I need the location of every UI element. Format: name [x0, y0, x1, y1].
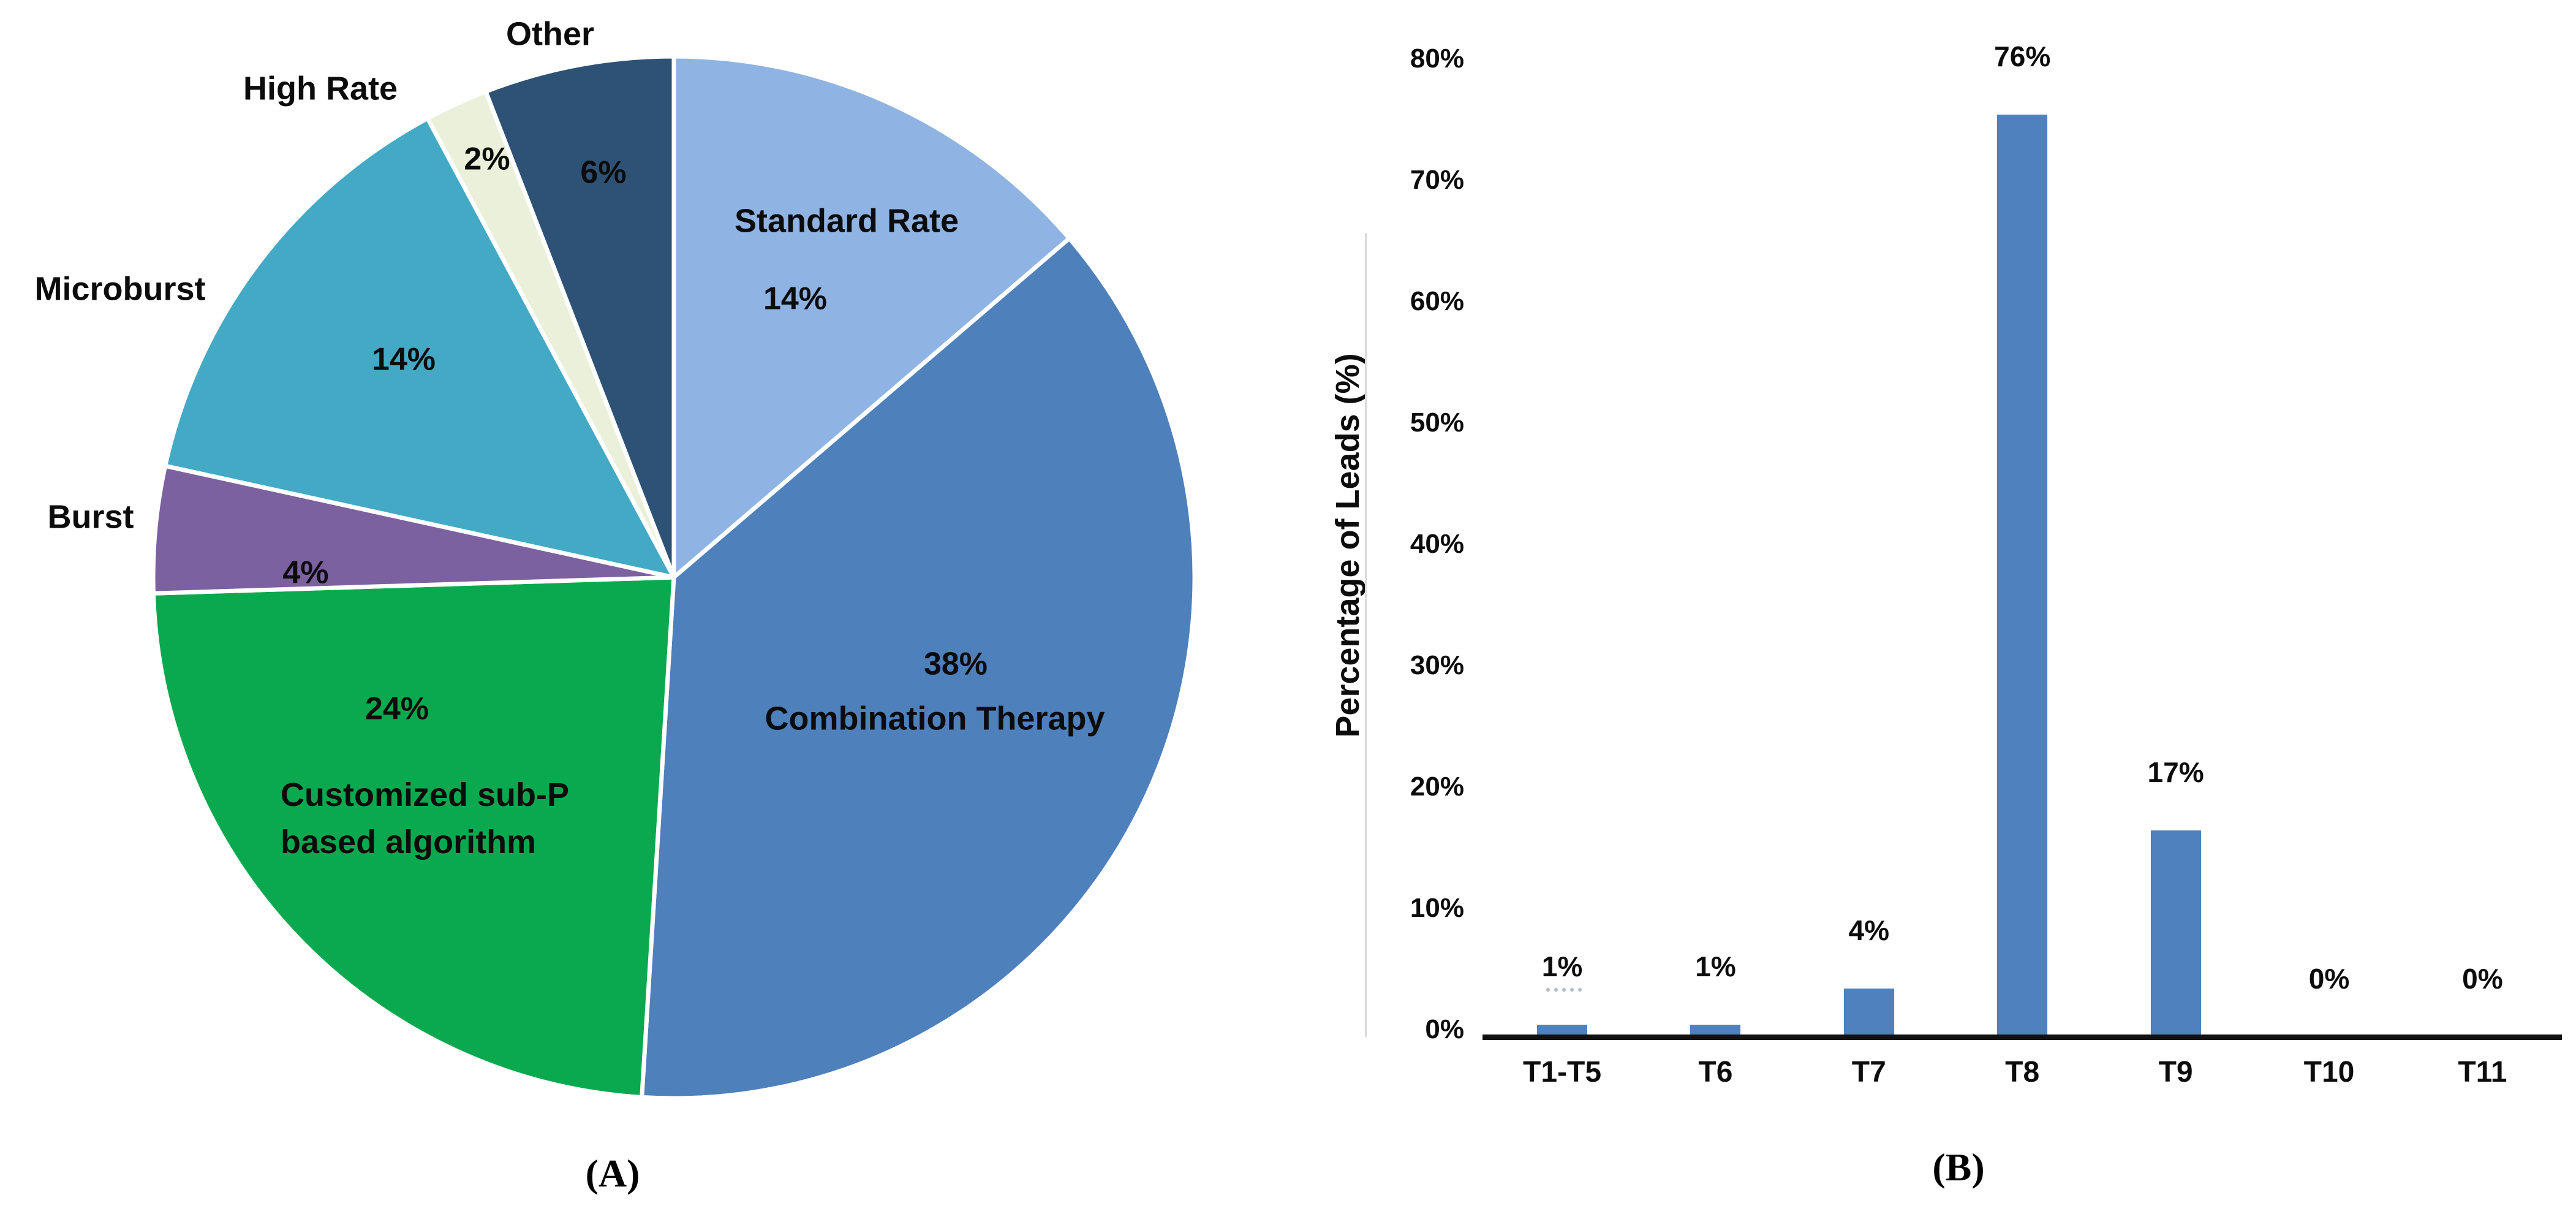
x-label-t6: T6 — [1698, 1056, 1733, 1088]
pie-chart — [151, 54, 1197, 1101]
y-tick-70pct: 70% — [1410, 165, 1464, 195]
pie-value-microburst: 14% — [371, 341, 436, 378]
pie-label-microburst: Microburst — [34, 270, 206, 308]
pie-label-other: Other — [505, 15, 595, 53]
y-tick-40pct: 40% — [1410, 529, 1464, 559]
y-axis-line — [1365, 233, 1367, 1037]
y-tick-0pct: 0% — [1425, 1014, 1464, 1044]
bar-value-t1-t5: 1% — [1541, 951, 1583, 982]
y-tick-60pct: 60% — [1410, 286, 1464, 316]
y-tick-30pct: 30% — [1410, 650, 1464, 680]
pie-slice-combination-therapy — [640, 236, 1197, 1101]
pie-value-combination-therapy: 38% — [923, 646, 988, 682]
pie-value-customized-algorithm: 24% — [364, 691, 429, 727]
x-axis-line — [1483, 1034, 2562, 1040]
pie-label-standard-rate: Standard Rate — [734, 202, 959, 240]
x-label-t11: T11 — [2458, 1056, 2507, 1088]
pie-slice-burst — [151, 463, 676, 596]
pie-slice-other — [483, 54, 676, 580]
x-label-t10: T10 — [2303, 1056, 2355, 1088]
pie-panel: Other High Rate Microburst Burst Standar… — [0, 0, 1286, 1211]
pie-label-customized-line1: Customized sub-P — [281, 776, 570, 813]
x-label-t9: T9 — [2158, 1056, 2193, 1088]
pie-slice-customized-sub-p-based-algorithm — [151, 575, 676, 1099]
bar-value-t8: 76% — [1994, 40, 2051, 72]
x-label-t1-t5: T1-T5 — [1522, 1056, 1602, 1088]
pie-label-high-rate: High Rate — [243, 70, 398, 107]
dashed-marker — [1546, 988, 1582, 992]
pie-label-customized-line2: based algorithm — [281, 824, 537, 861]
pie-slice-standard-rate — [671, 54, 1071, 580]
panel-a-tag: (A) — [585, 1152, 640, 1195]
pie-value-high-rate: 2% — [464, 141, 510, 177]
pie-label-burst: Burst — [47, 498, 134, 536]
pie-label-combination-therapy: Combination Therapy — [765, 700, 1105, 737]
bar-t9 — [2150, 830, 2201, 1037]
bar-t6 — [1690, 1025, 1741, 1037]
y-tick-10pct: 10% — [1410, 893, 1464, 923]
bar-value-t9: 17% — [2147, 756, 2204, 788]
x-label-t7: T7 — [1851, 1056, 1886, 1088]
y-tick-50pct: 50% — [1410, 408, 1464, 438]
bar-value-t6: 1% — [1695, 951, 1736, 982]
panel-b-tag: (B) — [1932, 1145, 1985, 1189]
pie-label-customized-algorithm: Customized sub-P based algorithm — [281, 776, 570, 861]
bar-value-t11: 0% — [2462, 963, 2503, 995]
bar-t8 — [1997, 115, 2048, 1037]
bar-t1-t5 — [1537, 1025, 1587, 1037]
pie-value-other: 6% — [580, 154, 627, 191]
bar-value-t10: 0% — [2308, 963, 2350, 995]
bar-value-t7: 4% — [1848, 914, 1890, 946]
pie-value-burst: 4% — [282, 555, 329, 591]
bar-panel — [1286, 0, 2576, 1211]
bar-t7 — [1843, 989, 1894, 1037]
pie-slice-microburst — [163, 116, 676, 580]
y-tick-80pct: 80% — [1410, 44, 1464, 74]
x-label-t8: T8 — [2005, 1056, 2040, 1088]
pie-value-standard-rate: 14% — [763, 281, 828, 317]
y-tick-20pct: 20% — [1410, 772, 1464, 802]
